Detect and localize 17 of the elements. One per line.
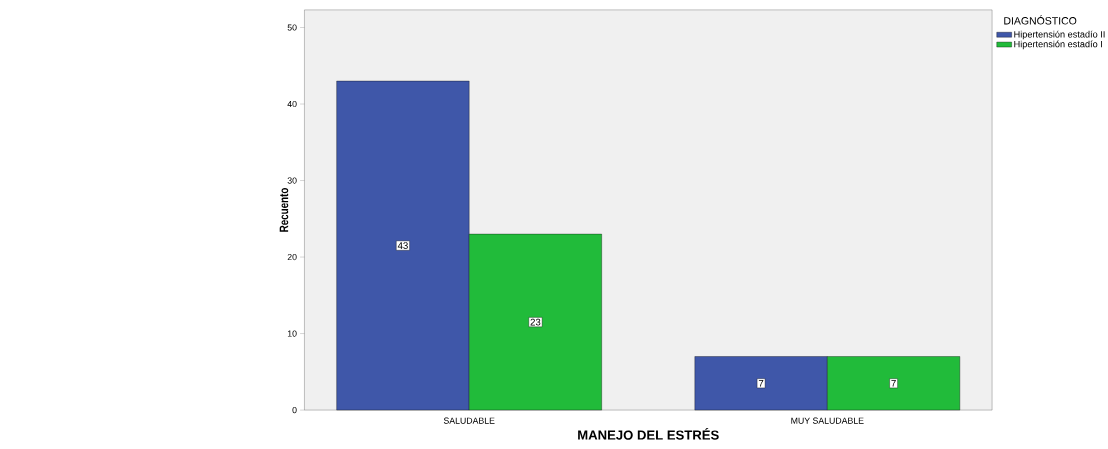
legend-label: Hipertensión estadío I [1014,40,1102,50]
x-tick-label: SALUDABLE [443,417,495,424]
data-label: 7 [891,379,896,387]
y-tick-label: 20 [287,253,297,261]
y-tick-label: 50 [287,24,297,31]
data-label: 23 [530,318,541,326]
legend-label: Hipertensión estadío II [1014,30,1105,40]
y-tick-label: 30 [287,177,297,184]
x-axis-title: MANEJO DEL ESTRÉS [578,427,719,440]
data-label: 43 [397,242,408,249]
y-tick-label: 0 [292,406,297,414]
legend-title: DIAGNÓSTICO [1004,15,1077,25]
y-axis-title: Recuento [279,188,289,232]
y-tick-label: 40 [287,100,297,108]
data-label: 7 [758,379,764,387]
x-tick-label: MUY SALUDABLE [791,417,864,424]
y-tick-label: 10 [287,330,297,337]
